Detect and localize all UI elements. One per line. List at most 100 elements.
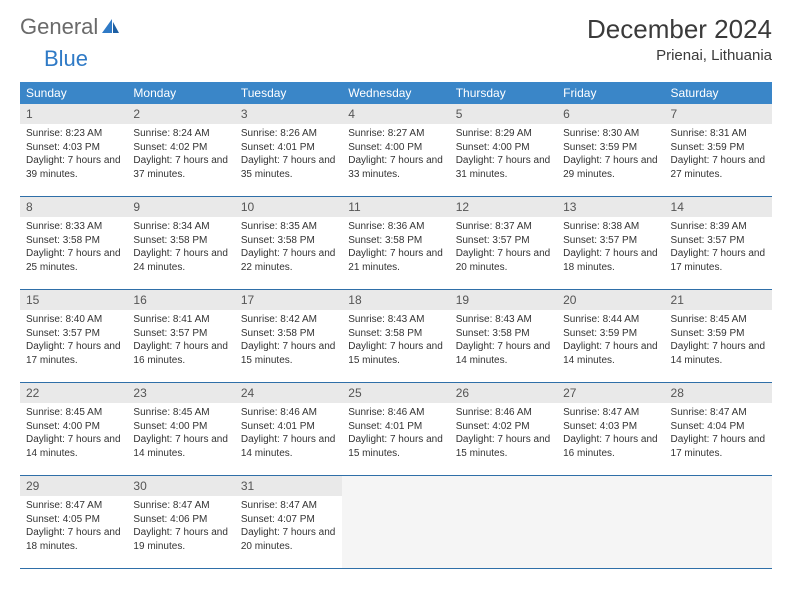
daylight-text: Daylight: 7 hours and 14 minutes. (26, 433, 121, 460)
day-body: Sunrise: 8:45 AMSunset: 4:00 PMDaylight:… (20, 403, 127, 464)
day-body: Sunrise: 8:47 AMSunset: 4:03 PMDaylight:… (557, 403, 664, 464)
sunrise-text: Sunrise: 8:47 AM (241, 499, 336, 513)
sunset-text: Sunset: 4:07 PM (241, 513, 336, 527)
calendar-row: 15Sunrise: 8:40 AMSunset: 3:57 PMDayligh… (20, 290, 772, 383)
daylight-text: Daylight: 7 hours and 14 minutes. (241, 433, 336, 460)
daylight-text: Daylight: 7 hours and 18 minutes. (563, 247, 658, 274)
day-cell (557, 476, 664, 569)
day-number: 29 (20, 476, 127, 496)
day-body: Sunrise: 8:31 AMSunset: 3:59 PMDaylight:… (665, 124, 772, 185)
day-cell: 9Sunrise: 8:34 AMSunset: 3:58 PMDaylight… (127, 197, 234, 290)
day-body: Sunrise: 8:30 AMSunset: 3:59 PMDaylight:… (557, 124, 664, 185)
sunrise-text: Sunrise: 8:37 AM (456, 220, 551, 234)
month-title: December 2024 (587, 14, 772, 45)
day-body: Sunrise: 8:29 AMSunset: 4:00 PMDaylight:… (450, 124, 557, 185)
daylight-text: Daylight: 7 hours and 29 minutes. (563, 154, 658, 181)
day-cell: 28Sunrise: 8:47 AMSunset: 4:04 PMDayligh… (665, 383, 772, 476)
day-cell: 1Sunrise: 8:23 AMSunset: 4:03 PMDaylight… (20, 104, 127, 197)
day-number: 15 (20, 290, 127, 310)
day-body: Sunrise: 8:43 AMSunset: 3:58 PMDaylight:… (450, 310, 557, 371)
sunrise-text: Sunrise: 8:41 AM (133, 313, 228, 327)
sunrise-text: Sunrise: 8:47 AM (671, 406, 766, 420)
calendar-row: 22Sunrise: 8:45 AMSunset: 4:00 PMDayligh… (20, 383, 772, 476)
sunset-text: Sunset: 4:00 PM (456, 141, 551, 155)
day-body: Sunrise: 8:47 AMSunset: 4:06 PMDaylight:… (127, 496, 234, 557)
sunrise-text: Sunrise: 8:40 AM (26, 313, 121, 327)
brand-word1: General (20, 14, 98, 40)
day-number: 5 (450, 104, 557, 124)
calendar-page: General December 2024 Prienai, Lithuania… (0, 0, 792, 569)
daylight-text: Daylight: 7 hours and 16 minutes. (563, 433, 658, 460)
day-number: 18 (342, 290, 449, 310)
daylight-text: Daylight: 7 hours and 33 minutes. (348, 154, 443, 181)
brand-word2: Blue (44, 46, 88, 72)
daylight-text: Daylight: 7 hours and 16 minutes. (133, 340, 228, 367)
day-body: Sunrise: 8:37 AMSunset: 3:57 PMDaylight:… (450, 217, 557, 278)
day-body: Sunrise: 8:38 AMSunset: 3:57 PMDaylight:… (557, 217, 664, 278)
daylight-text: Daylight: 7 hours and 31 minutes. (456, 154, 551, 181)
day-body: Sunrise: 8:41 AMSunset: 3:57 PMDaylight:… (127, 310, 234, 371)
sunrise-text: Sunrise: 8:42 AM (241, 313, 336, 327)
sunset-text: Sunset: 3:59 PM (563, 327, 658, 341)
daylight-text: Daylight: 7 hours and 25 minutes. (26, 247, 121, 274)
sunrise-text: Sunrise: 8:45 AM (671, 313, 766, 327)
sunset-text: Sunset: 3:58 PM (348, 327, 443, 341)
day-cell: 3Sunrise: 8:26 AMSunset: 4:01 PMDaylight… (235, 104, 342, 197)
day-number: 10 (235, 197, 342, 217)
day-number: 20 (557, 290, 664, 310)
calendar-row: 29Sunrise: 8:47 AMSunset: 4:05 PMDayligh… (20, 476, 772, 569)
day-body: Sunrise: 8:36 AMSunset: 3:58 PMDaylight:… (342, 217, 449, 278)
sunrise-text: Sunrise: 8:46 AM (348, 406, 443, 420)
daylight-text: Daylight: 7 hours and 19 minutes. (133, 526, 228, 553)
daylight-text: Daylight: 7 hours and 14 minutes. (456, 340, 551, 367)
day-cell: 20Sunrise: 8:44 AMSunset: 3:59 PMDayligh… (557, 290, 664, 383)
daylight-text: Daylight: 7 hours and 20 minutes. (456, 247, 551, 274)
day-number: 30 (127, 476, 234, 496)
daylight-text: Daylight: 7 hours and 15 minutes. (348, 340, 443, 367)
day-cell (665, 476, 772, 569)
day-body: Sunrise: 8:46 AMSunset: 4:01 PMDaylight:… (342, 403, 449, 464)
daylight-text: Daylight: 7 hours and 17 minutes. (26, 340, 121, 367)
sunrise-text: Sunrise: 8:33 AM (26, 220, 121, 234)
weekday-header: Thursday (450, 82, 557, 104)
day-number: 6 (557, 104, 664, 124)
weekday-header: Tuesday (235, 82, 342, 104)
sunrise-text: Sunrise: 8:47 AM (133, 499, 228, 513)
sunrise-text: Sunrise: 8:29 AM (456, 127, 551, 141)
sunrise-text: Sunrise: 8:24 AM (133, 127, 228, 141)
sunset-text: Sunset: 4:01 PM (348, 420, 443, 434)
daylight-text: Daylight: 7 hours and 15 minutes. (348, 433, 443, 460)
day-body: Sunrise: 8:33 AMSunset: 3:58 PMDaylight:… (20, 217, 127, 278)
sunrise-text: Sunrise: 8:46 AM (456, 406, 551, 420)
day-body: Sunrise: 8:27 AMSunset: 4:00 PMDaylight:… (342, 124, 449, 185)
calendar-table: Sunday Monday Tuesday Wednesday Thursday… (20, 82, 772, 569)
sunset-text: Sunset: 3:58 PM (241, 327, 336, 341)
weekday-header: Saturday (665, 82, 772, 104)
day-cell: 7Sunrise: 8:31 AMSunset: 3:59 PMDaylight… (665, 104, 772, 197)
weekday-header-row: Sunday Monday Tuesday Wednesday Thursday… (20, 82, 772, 104)
day-number: 16 (127, 290, 234, 310)
day-number: 26 (450, 383, 557, 403)
day-number: 24 (235, 383, 342, 403)
sunrise-text: Sunrise: 8:43 AM (348, 313, 443, 327)
sunset-text: Sunset: 3:58 PM (348, 234, 443, 248)
sunset-text: Sunset: 3:58 PM (241, 234, 336, 248)
day-number: 14 (665, 197, 772, 217)
day-number: 3 (235, 104, 342, 124)
sunrise-text: Sunrise: 8:27 AM (348, 127, 443, 141)
sunset-text: Sunset: 4:05 PM (26, 513, 121, 527)
daylight-text: Daylight: 7 hours and 14 minutes. (563, 340, 658, 367)
day-cell: 13Sunrise: 8:38 AMSunset: 3:57 PMDayligh… (557, 197, 664, 290)
sunrise-text: Sunrise: 8:38 AM (563, 220, 658, 234)
day-cell: 23Sunrise: 8:45 AMSunset: 4:00 PMDayligh… (127, 383, 234, 476)
day-cell: 31Sunrise: 8:47 AMSunset: 4:07 PMDayligh… (235, 476, 342, 569)
day-number: 11 (342, 197, 449, 217)
day-number: 19 (450, 290, 557, 310)
day-body: Sunrise: 8:23 AMSunset: 4:03 PMDaylight:… (20, 124, 127, 185)
day-cell: 16Sunrise: 8:41 AMSunset: 3:57 PMDayligh… (127, 290, 234, 383)
sunrise-text: Sunrise: 8:31 AM (671, 127, 766, 141)
day-body: Sunrise: 8:47 AMSunset: 4:05 PMDaylight:… (20, 496, 127, 557)
sunset-text: Sunset: 4:02 PM (456, 420, 551, 434)
sunrise-text: Sunrise: 8:39 AM (671, 220, 766, 234)
daylight-text: Daylight: 7 hours and 37 minutes. (133, 154, 228, 181)
